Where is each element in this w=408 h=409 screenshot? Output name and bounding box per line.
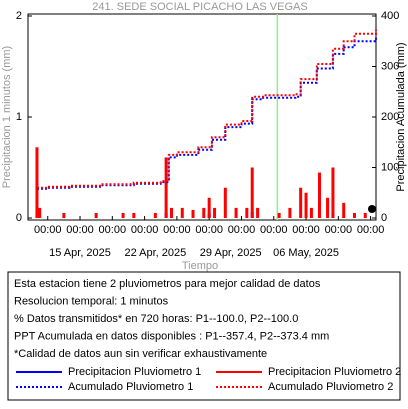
x-date-label: 29 Apr, 2025 <box>200 247 262 259</box>
legend-label: Precipitacion Pluviometro 2 <box>268 366 401 378</box>
precip-bar <box>191 209 195 218</box>
x-tick-label: 00:00 <box>131 224 159 236</box>
x-tick-label: 00:00 <box>325 224 353 236</box>
y2-tick-label: 200 <box>381 111 399 123</box>
precip-bar <box>342 202 346 218</box>
x-tick-label: 00:00 <box>357 224 385 236</box>
cumulative-line <box>37 37 377 190</box>
x-tick-label: 00:00 <box>195 224 223 236</box>
x-tick-label: 00:00 <box>260 224 288 236</box>
x-tick-label: 00:00 <box>66 224 94 236</box>
precip-bar <box>202 207 206 218</box>
precip-bar <box>62 212 66 218</box>
precip-bar <box>121 212 125 218</box>
y2-axis-label: Precipitacion Acumulada (mm) <box>395 42 407 191</box>
info-box <box>7 271 401 401</box>
info-line: PPT Acumulada en datos disponibles : P1-… <box>14 330 329 342</box>
precip-bar <box>326 197 330 218</box>
precip-bar <box>213 207 217 218</box>
x-tick-label: 00:00 <box>228 224 256 236</box>
legend-label: Precipitacion Pluviometro 1 <box>68 366 201 378</box>
y2-tick-label: 400 <box>381 10 399 22</box>
x-tick-label: 00:00 <box>292 224 320 236</box>
precip-bar <box>223 187 227 218</box>
legend-label: Acumulado Pluviometro 1 <box>68 381 193 393</box>
precip-bar <box>207 197 211 218</box>
precip-bar <box>153 212 157 218</box>
precip-bar <box>309 207 313 218</box>
precip-bar <box>331 167 335 218</box>
legend-label: Acumulado Pluviometro 2 <box>268 381 393 393</box>
y-tick-label: 2 <box>16 10 22 22</box>
info-line: Esta estacion tiene 2 pluviometros para … <box>14 278 321 290</box>
cumulative-line <box>37 29 377 189</box>
precip-bar <box>245 207 249 218</box>
precip-bar <box>277 212 281 218</box>
info-line: Resolucion temporal: 1 minutos <box>14 295 169 307</box>
x-tick-label: 00:00 <box>163 224 191 236</box>
precip-bar <box>132 212 136 218</box>
precip-bar <box>250 167 254 218</box>
y-tick-label: 1 <box>16 111 22 123</box>
precip-bar <box>164 157 168 218</box>
precip-bar <box>363 212 367 218</box>
x-date-label: 22 Apr, 2025 <box>124 247 186 259</box>
x-date-label: 06 May, 2025 <box>273 247 339 259</box>
status-dot <box>368 205 376 213</box>
x-tick-label: 00:00 <box>99 224 127 236</box>
precip-bar <box>170 207 174 218</box>
y2-tick-label: 0 <box>381 212 387 224</box>
precip-bar <box>304 192 308 218</box>
precip-bar <box>38 207 42 218</box>
plot-frame <box>27 13 377 221</box>
precip-bar <box>352 212 356 218</box>
precip-bar <box>35 147 39 218</box>
info-line: *Calidad de datos aun sin verificar exha… <box>14 348 267 360</box>
info-line: % Datos transmitidos* en 720 horas: P1--… <box>14 313 298 325</box>
precip-bar <box>288 207 292 218</box>
y2-tick-label: 300 <box>381 60 399 72</box>
precip-bar <box>234 207 238 218</box>
chart-title: 241. SEDE SOCIAL PICACHO LAS VEGAS <box>92 1 307 13</box>
x-axis-label: Tiempo <box>182 260 218 272</box>
precip-bar <box>256 207 260 218</box>
y-tick-label: 0 <box>16 212 22 224</box>
precip-bar <box>94 212 98 218</box>
precip-bar <box>180 207 184 218</box>
precip-bar <box>299 187 303 218</box>
y2-tick-label: 100 <box>381 161 399 173</box>
x-date-label: 15 Apr, 2025 <box>49 247 111 259</box>
y-axis-label: Precipitacion 1 minutos (mm) <box>1 46 13 188</box>
precip-bar <box>317 172 321 218</box>
x-tick-label: 00:00 <box>34 224 62 236</box>
